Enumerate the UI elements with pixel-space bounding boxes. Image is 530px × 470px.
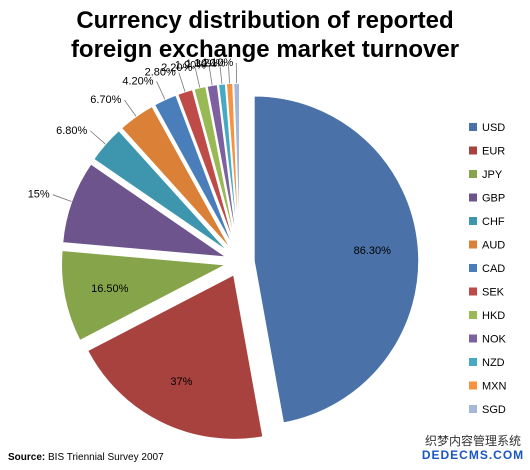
chart-title: Currency distribution of reported foreig… [0,6,530,64]
chart-title-line2: foreign exchange market turnover [70,36,460,63]
legend-swatch-gbp [469,193,477,202]
legend-swatch-hkd [469,311,477,319]
legend-swatch-mxn [469,381,477,390]
watermark-line1: 织梦内容管理系统 [424,434,521,448]
legend-label-jpy: JPY [482,169,503,181]
data-label-cad: 4.20% [122,75,153,87]
data-label-nok: 1.90% [175,59,206,71]
pie-slice-sek [176,88,237,249]
data-label-usd: 86.30% [354,245,392,257]
legend-label-gbp: GBP [482,193,505,205]
legend-swatch-sgd [469,405,477,413]
pie-slice-chf [92,129,231,254]
watermark: 织梦内容管理系统 DEDECMS.COM [420,434,526,464]
watermark-line2: DEDECMS.COM [421,448,525,462]
leader-line-sek [178,72,186,92]
data-label-sek: 2.80% [145,67,176,79]
legend-swatch-cad [469,264,477,272]
leader-line-aud [124,99,137,117]
legend-label-nok: NOK [482,334,507,346]
source-prefix: Source: [8,452,46,463]
data-label-sgd: 1.10% [202,57,233,69]
legend-swatch-nok [469,334,477,343]
leader-line-nok [208,65,213,86]
pie-slice-eur [86,273,265,441]
data-label-mxn: 1.20% [194,57,225,69]
pie-slice-sgd [232,82,241,249]
leader-line-gbp [52,194,72,202]
legend-label-sgd: SGD [482,404,506,416]
legend-label-hkd: HKD [482,310,505,322]
chart-title-line1: Currency distribution of reported [76,7,454,34]
legend-swatch-aud [469,240,477,249]
leader-line-chf [90,130,106,145]
pie-slice-jpy [60,249,229,342]
pie-slice-usd [253,95,420,425]
leader-line-hkd [194,67,201,88]
legend-label-sek: SEK [482,287,505,299]
data-label-eur: 37% [170,376,192,388]
data-label-gbp: 15% [28,189,50,201]
leader-line-mxn [227,63,230,84]
legend-label-cad: CAD [482,263,505,275]
data-label-chf: 6.80% [56,125,87,137]
data-label-nzd: 1.30% [186,58,217,70]
legend-swatch-sek [469,287,477,296]
legend-label-eur: EUR [482,146,505,158]
legend-swatch-jpy [469,170,477,178]
legend-label-mxn: MXN [482,381,507,393]
source-note: Source: BIS Triennial Survey 2007 [8,452,164,463]
legend-label-nzd: NZD [482,357,505,369]
data-label-aud: 6.70% [90,94,121,106]
legend-swatch-nzd [469,358,477,366]
source-text: BIS Triennial Survey 2007 [48,452,164,463]
legend-label-usd: USD [482,122,505,134]
leader-line-nzd [219,63,223,84]
legend-swatch-eur [469,146,477,155]
legend-swatch-usd [469,123,477,131]
legend-swatch-chf [469,217,477,225]
legend-label-aud: AUD [482,240,505,252]
legend-label-chf: CHF [482,216,505,228]
data-label-hkd: 2.20% [161,62,192,74]
data-label-jpy: 16.50% [91,283,129,295]
leader-line-cad [156,81,166,100]
